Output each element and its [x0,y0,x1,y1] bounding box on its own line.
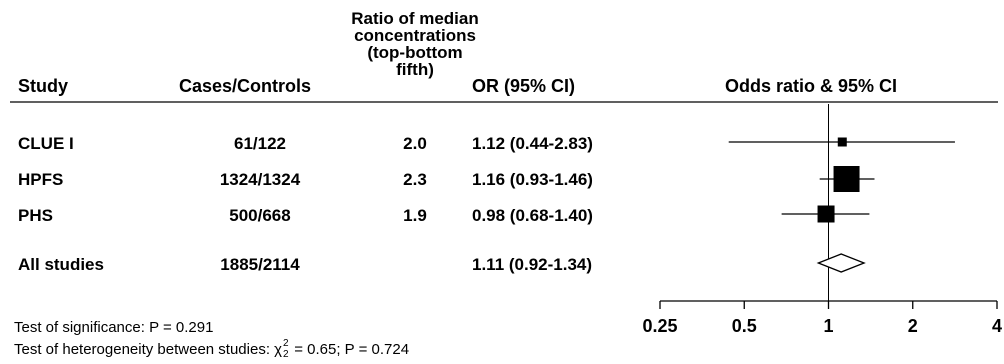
row-or-hpfs: 1.16 (0.93-1.46) [472,170,593,189]
row-study-hpfs: HPFS [18,170,64,189]
header-or: OR (95% CI) [472,76,576,96]
header-study: Study [18,76,69,96]
point-estimate-square [837,137,847,147]
row-or-clue-i: 1.12 (0.44-2.83) [472,134,593,153]
row-cases-phs: 500/668 [229,206,291,225]
row-ratio-phs: 1.9 [403,206,427,225]
header-ratio: Ratio of median concentrations (top-bott… [295,10,535,78]
chi-superscript: 2 [283,338,289,349]
row-study-phs: PHS [18,206,53,225]
x-tick-label: 0.5 [732,316,757,336]
chi-subscript: 2 [283,349,289,360]
row-or-phs: 0.98 (0.68-1.40) [472,206,593,225]
x-tick-label: 2 [908,316,918,336]
header-ratio-line1: Ratio of median [351,9,479,28]
footnote-heterogeneity: Test of heterogeneity between studies: χ… [14,338,410,360]
footnote-significance: Test of significance: P = 0.291 [14,319,214,336]
row-cases-clue-i: 61/122 [234,134,286,153]
row-or-all: 1.11 (0.92-1.34) [472,255,593,274]
point-estimate-square [833,166,860,192]
footnote-heterogeneity-suffix: = 0.65; P = 0.724 [290,341,410,358]
header-ratio-line3: (top-bottom [367,43,463,62]
header-ratio-line4: fifth) [396,60,434,79]
header-ratio-line2: concentrations [354,26,476,45]
footnote-heterogeneity-prefix: Test of heterogeneity between studies: [14,341,275,358]
x-tick-label: 0.25 [642,316,677,336]
row-cases-hpfs: 1324/1324 [219,170,301,189]
row-ratio-clue-i: 2.0 [403,134,427,153]
chi-symbol: χ [274,341,283,358]
row-ratio-hpfs: 2.3 [403,170,427,189]
row-cases-all: 1885/2114 [220,255,300,274]
pooled-diamond [816,253,866,273]
header-plot: Odds ratio & 95% CI [725,76,898,96]
row-study-clue-i: CLUE I [18,134,74,153]
point-estimate-square [817,205,835,223]
header-cases-controls: Cases/Controls [179,76,312,96]
x-tick-label: 4 [992,316,1002,336]
x-tick-label: 1 [823,316,833,336]
row-study-all: All studies [18,255,104,274]
